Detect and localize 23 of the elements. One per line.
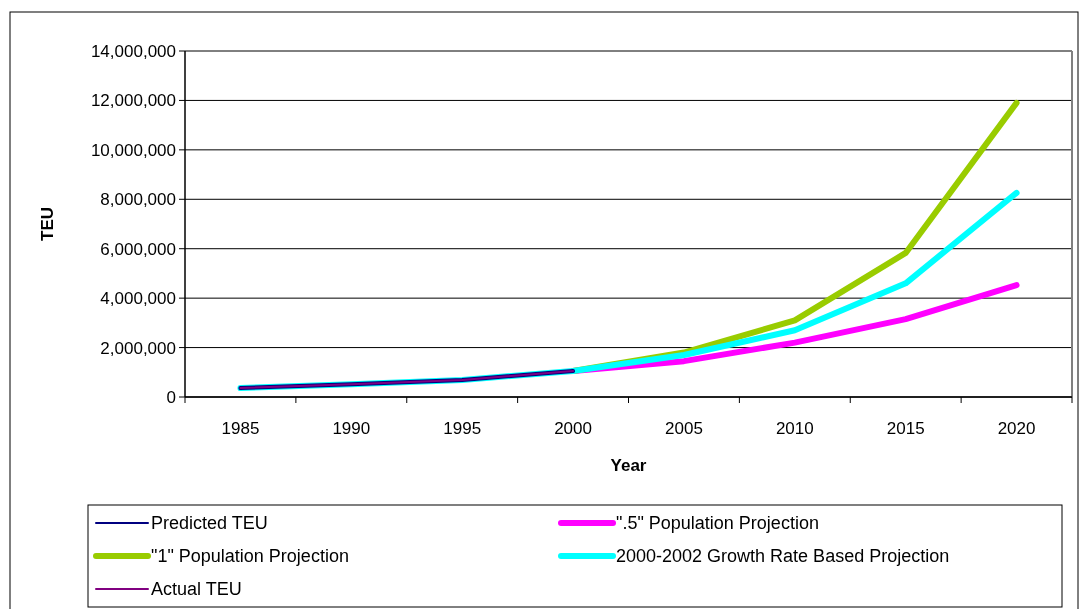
x-tick-label: 1985: [221, 419, 260, 438]
y-tick-label: 10,000,000: [90, 140, 176, 160]
y-tick-label: 0: [166, 387, 176, 407]
x-tick-label: 2005: [665, 419, 703, 438]
legend-label: ".5" Population Projection: [616, 513, 819, 534]
x-tick-label: 1990: [332, 419, 371, 438]
x-tick-label: 2000: [554, 419, 592, 438]
y-tick-label: 2,000,000: [100, 338, 176, 358]
legend-label: Predicted TEU: [151, 513, 268, 534]
legend-label: "1" Population Projection: [151, 546, 349, 567]
y-tick-label: 14,000,000: [90, 41, 176, 61]
y-tick-label: 8,000,000: [100, 190, 176, 210]
legend-label: Actual TEU: [151, 579, 242, 600]
x-tick-label: 2010: [775, 419, 814, 438]
y-tick-label: 4,000,000: [100, 289, 176, 309]
x-tick-label: 2015: [886, 419, 925, 438]
x-tick-label: 1995: [443, 419, 482, 438]
y-tick-label: 6,000,000: [100, 239, 176, 259]
legend-label: 2000-2002 Growth Rate Based Projection: [616, 546, 950, 567]
x-axis-title: Year: [610, 456, 647, 475]
x-tick-label: 2020: [997, 419, 1036, 438]
y-tick-label: 12,000,000: [90, 91, 176, 111]
y-axis-title: TEU: [38, 207, 57, 241]
